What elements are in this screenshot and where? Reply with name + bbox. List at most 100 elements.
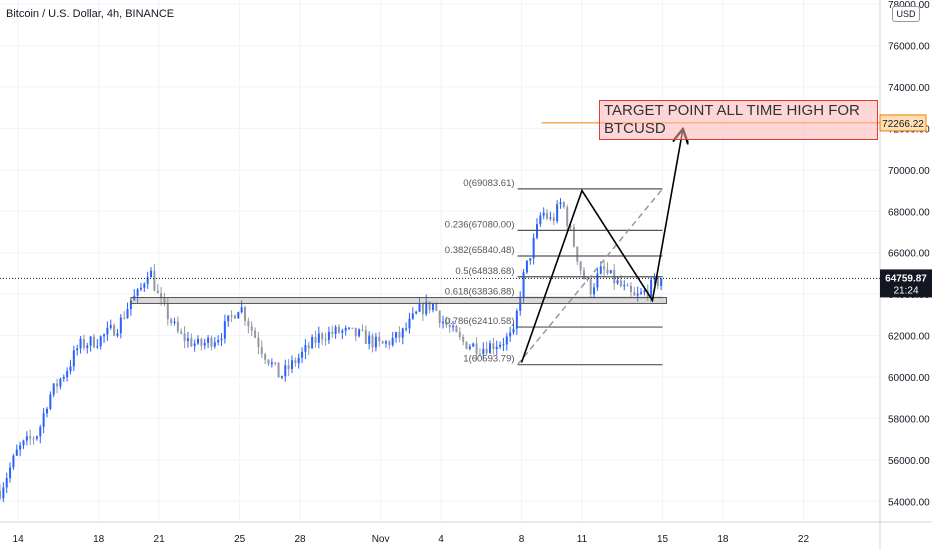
candle-body bbox=[35, 436, 38, 439]
candle bbox=[89, 335, 92, 352]
candle bbox=[321, 331, 324, 346]
target-annotation[interactable]: TARGET POINT ALL TIME HIGH FOR BTCUSD bbox=[599, 100, 878, 140]
candle bbox=[287, 359, 290, 376]
candle-body bbox=[344, 327, 347, 331]
candle bbox=[535, 218, 539, 240]
candle-body bbox=[445, 321, 448, 325]
candle-body bbox=[264, 354, 267, 360]
candle bbox=[304, 339, 307, 359]
candle bbox=[267, 359, 270, 367]
candle bbox=[512, 323, 515, 335]
candle bbox=[207, 335, 210, 349]
candle-body bbox=[207, 337, 210, 343]
candle bbox=[395, 331, 398, 343]
candle bbox=[364, 325, 367, 345]
candle-body bbox=[368, 335, 371, 344]
candle-body bbox=[636, 293, 639, 296]
candle-body bbox=[257, 337, 260, 348]
candle bbox=[495, 340, 498, 355]
candle-body bbox=[505, 336, 508, 345]
candle-body bbox=[321, 333, 324, 340]
candle bbox=[327, 326, 330, 345]
candle-body bbox=[186, 338, 189, 342]
candle-body bbox=[626, 285, 629, 287]
candle bbox=[324, 332, 327, 347]
candle bbox=[197, 335, 200, 345]
candle-body bbox=[180, 331, 183, 334]
candle-body bbox=[616, 280, 619, 284]
candle-body bbox=[39, 426, 42, 437]
price-tick-label: 56000.00 bbox=[888, 456, 930, 467]
candle-body bbox=[499, 344, 502, 347]
candle bbox=[180, 328, 183, 335]
candle-body bbox=[170, 319, 173, 323]
candle-body bbox=[405, 328, 408, 330]
candle-body bbox=[92, 336, 95, 348]
candle bbox=[626, 282, 629, 287]
candle-body bbox=[156, 290, 159, 294]
candle-body bbox=[374, 336, 377, 348]
candle bbox=[22, 439, 25, 449]
candle bbox=[176, 316, 179, 334]
candle bbox=[317, 326, 320, 349]
chart-title: Bitcoin / U.S. Dollar, 4h, BINANCE bbox=[6, 8, 175, 20]
candle bbox=[200, 337, 203, 351]
candle-body bbox=[572, 226, 575, 247]
candle-body bbox=[99, 336, 102, 347]
candle bbox=[19, 441, 22, 457]
candle-body bbox=[633, 292, 636, 296]
price-tick-label: 76000.00 bbox=[888, 42, 930, 53]
candle-body bbox=[243, 307, 247, 321]
candle-body bbox=[109, 325, 112, 328]
candle bbox=[408, 312, 411, 334]
candle-body bbox=[150, 270, 153, 278]
candle bbox=[203, 338, 206, 350]
candle bbox=[442, 315, 445, 329]
candle bbox=[589, 278, 592, 298]
time-tick-label: 25 bbox=[234, 534, 246, 545]
candle bbox=[411, 307, 414, 320]
price-tag-bg bbox=[880, 269, 932, 298]
currency-badge[interactable]: USD bbox=[892, 6, 920, 22]
candle bbox=[559, 198, 562, 209]
target-tag-text: 72266.22 bbox=[882, 119, 924, 130]
candle-body bbox=[398, 332, 401, 338]
candle-body bbox=[442, 321, 445, 324]
candle bbox=[465, 341, 468, 350]
candle bbox=[616, 276, 619, 285]
candle-body bbox=[465, 341, 468, 349]
candle-body bbox=[116, 333, 119, 336]
candle bbox=[489, 340, 492, 354]
candle bbox=[344, 325, 347, 336]
candle-body bbox=[381, 341, 384, 344]
candle-body bbox=[237, 312, 240, 319]
candle bbox=[156, 284, 159, 294]
candle-body bbox=[435, 303, 438, 311]
fib-trend-line bbox=[516, 188, 664, 366]
candle-body bbox=[327, 331, 330, 341]
candle bbox=[59, 377, 62, 390]
target-price-tag: 72266.22 bbox=[879, 114, 927, 132]
candle-body bbox=[143, 283, 146, 288]
candle bbox=[492, 337, 495, 355]
candle-body bbox=[5, 478, 8, 488]
candle bbox=[139, 282, 142, 292]
candle bbox=[448, 317, 451, 333]
candle-body bbox=[210, 337, 213, 347]
candle bbox=[123, 311, 126, 320]
candle bbox=[264, 352, 267, 365]
price-tick-label: 70000.00 bbox=[888, 166, 930, 177]
candle bbox=[485, 341, 488, 355]
candle bbox=[116, 328, 119, 338]
candle-body bbox=[418, 303, 421, 312]
fib-level-label: 0.382(65840.48) bbox=[445, 245, 515, 256]
candle bbox=[82, 334, 85, 351]
candle-body bbox=[525, 260, 528, 273]
candle bbox=[603, 260, 606, 276]
candles bbox=[0, 198, 663, 503]
candle-body bbox=[49, 394, 52, 409]
candle-body bbox=[119, 317, 122, 334]
candle bbox=[230, 310, 233, 322]
